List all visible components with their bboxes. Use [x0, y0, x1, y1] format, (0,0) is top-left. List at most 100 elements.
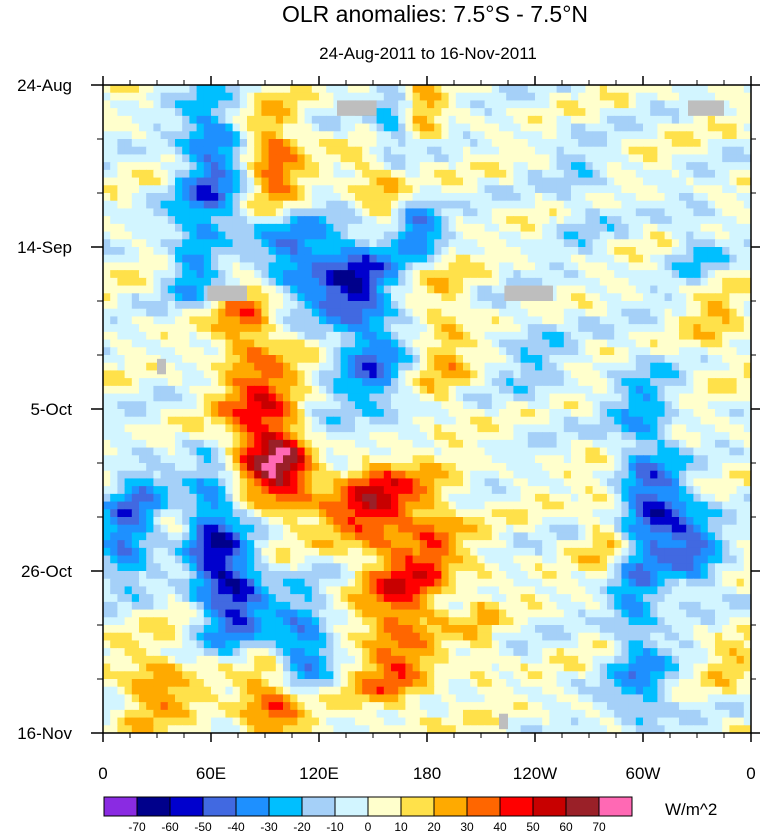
heatmap-cell — [520, 401, 529, 410]
heatmap-cell — [650, 455, 658, 464]
heatmap-cell — [153, 324, 162, 333]
heatmap-cell — [455, 162, 464, 171]
heatmap-cell — [527, 277, 536, 287]
heatmap-cell — [160, 331, 169, 341]
heatmap-cell — [527, 439, 536, 449]
heatmap-cell — [671, 185, 680, 194]
heatmap-cell — [671, 385, 680, 395]
heatmap-cell — [333, 501, 342, 510]
heatmap-cell — [722, 193, 730, 202]
heatmap-cell — [110, 169, 118, 179]
heatmap-cell — [311, 123, 320, 132]
heatmap-cell — [232, 401, 241, 410]
heatmap-cell — [347, 362, 356, 372]
heatmap-cell — [160, 308, 169, 318]
heatmap-cell — [290, 208, 298, 217]
heatmap-cell — [520, 177, 529, 186]
heatmap-cell — [441, 169, 450, 179]
heatmap-cell — [455, 331, 464, 341]
heatmap-cell — [542, 85, 550, 94]
heatmap-cell — [686, 463, 694, 472]
heatmap-cell — [340, 208, 349, 217]
heatmap-cell — [319, 439, 327, 449]
heatmap-cell — [607, 85, 615, 94]
heatmap-cell — [628, 270, 637, 279]
heatmap-cell — [506, 262, 514, 271]
heatmap-cell — [448, 208, 457, 217]
heatmap-cell — [196, 185, 205, 194]
heatmap-cell — [722, 231, 730, 240]
heatmap-cell — [700, 432, 709, 441]
heatmap-cell — [707, 370, 716, 379]
heatmap-cell — [254, 409, 262, 418]
heatmap-cell — [311, 239, 320, 248]
heatmap-cell — [477, 108, 486, 117]
heatmap-cell — [355, 285, 363, 294]
heatmap-cell — [203, 254, 212, 264]
heatmap-cell — [686, 270, 694, 279]
heatmap-cell — [319, 362, 327, 372]
heatmap-cell — [182, 385, 190, 395]
heatmap-cell — [254, 139, 262, 148]
heatmap-cell — [535, 378, 543, 387]
heatmap-cell — [700, 316, 709, 325]
heatmap-cell — [657, 439, 666, 449]
heatmap-cell — [614, 131, 622, 140]
heatmap-cell — [203, 169, 212, 179]
heatmap-cell — [326, 470, 334, 480]
heatmap-cell — [578, 393, 586, 402]
heatmap-cell — [427, 339, 435, 348]
heatmap-cell — [398, 154, 406, 163]
heatmap-cell — [175, 463, 183, 472]
heatmap-cell — [103, 262, 111, 271]
heatmap-cell — [427, 270, 435, 279]
heatmap-cell — [650, 378, 658, 387]
heatmap-cell — [506, 154, 514, 163]
heatmap-cell — [463, 185, 471, 194]
heatmap-cell — [117, 470, 126, 480]
heatmap-cell — [117, 393, 126, 402]
heatmap-cell — [326, 393, 334, 402]
heatmap-cell — [463, 493, 471, 503]
heatmap-cell — [650, 193, 658, 202]
heatmap-cell — [160, 162, 169, 171]
heatmap-cell — [131, 262, 140, 271]
heatmap-cell — [146, 509, 154, 518]
heatmap-cell — [412, 385, 421, 395]
heatmap-cell — [614, 169, 622, 179]
heatmap-cell — [520, 216, 529, 225]
heatmap-cell — [679, 355, 687, 364]
heatmap-cell — [643, 308, 651, 318]
heatmap-cell — [527, 200, 536, 210]
heatmap-cell — [347, 447, 356, 456]
heatmap-cell — [506, 331, 514, 341]
heatmap-cell — [283, 493, 291, 503]
heatmap-cell — [679, 501, 687, 510]
heatmap-cell — [182, 208, 190, 217]
heatmap-cell — [520, 339, 529, 348]
heatmap-cell — [405, 355, 414, 364]
heatmap-cell — [347, 355, 356, 364]
heatmap-cell — [283, 355, 291, 364]
heatmap-cell — [484, 277, 493, 287]
heatmap-cell — [463, 108, 471, 117]
heatmap-cell — [376, 362, 385, 372]
heatmap-cell — [563, 439, 572, 449]
heatmap-cell — [729, 100, 738, 109]
heatmap-cell — [333, 331, 342, 341]
heatmap-cell — [203, 270, 212, 279]
heatmap-cell — [441, 463, 450, 472]
heatmap-cell — [657, 115, 666, 125]
heatmap-cell — [333, 393, 342, 402]
heatmap-cell — [340, 470, 349, 480]
heatmap-cell — [311, 162, 320, 171]
heatmap-cell — [679, 123, 687, 132]
heatmap-cell — [664, 131, 673, 140]
heatmap-cell — [398, 439, 406, 449]
heatmap-cell — [621, 378, 630, 387]
heatmap-cell — [621, 216, 630, 225]
heatmap-cell — [369, 385, 378, 395]
heatmap-cell — [117, 154, 126, 163]
heatmap-cell — [715, 424, 723, 433]
heatmap-cell — [470, 470, 478, 480]
